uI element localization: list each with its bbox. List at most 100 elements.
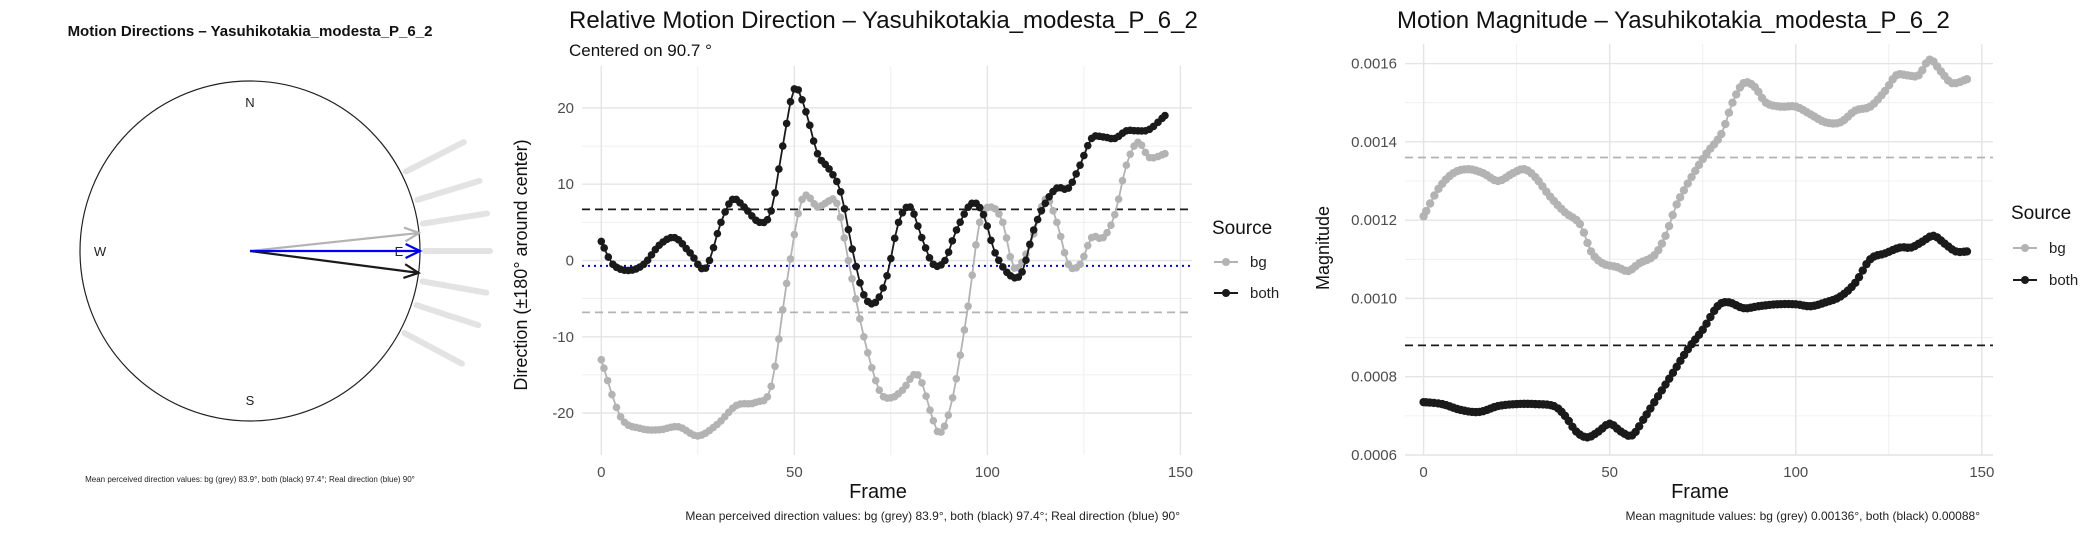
compass-label-n: N: [245, 95, 254, 110]
magnitude-point-bg: [1661, 231, 1670, 240]
direction-point-both: [721, 208, 729, 216]
direction-point-both: [856, 279, 864, 287]
direction-point-bg: [871, 376, 880, 385]
compass-faded-tick-5: [413, 302, 482, 329]
direction-point-both: [887, 254, 895, 263]
direction-point-both: [782, 119, 791, 128]
direction-point-both: [1045, 192, 1053, 201]
direction-point-bg: [918, 379, 926, 387]
direction-point-both: [775, 165, 783, 173]
direction-point-both: [786, 97, 795, 106]
direction-point-both: [906, 203, 914, 211]
direction-point-both: [999, 263, 1007, 271]
compass-faded-tick-6: [401, 330, 465, 367]
direction-point-both: [1041, 199, 1050, 208]
direction-y-ticks: -20 -10 0 10 20: [552, 100, 574, 422]
direction-point-both: [948, 237, 957, 245]
direction-y-tick-label: 0: [566, 253, 574, 270]
direction-point-bg: [972, 241, 980, 249]
magnitude-point-both: [1962, 247, 1972, 256]
direction-series: [597, 85, 1169, 440]
direction-point-both: [960, 210, 969, 218]
magnitude-point-bg: [1717, 129, 1726, 139]
magnitude-legend-both-label: both: [2049, 272, 2078, 289]
magnitude-point-bg: [1687, 172, 1696, 182]
direction-point-both: [836, 188, 845, 196]
magnitude-y-ticks: 0.0006 0.0008 0.0010 0.0012 0.0014 0.0016: [1351, 56, 1397, 464]
direction-x-axis-label: Frame: [849, 481, 907, 503]
compass-panel: Motion Directions – Yasuhikotakia_modest…: [68, 23, 493, 484]
direction-point-both: [1037, 206, 1046, 215]
direction-point-both: [1064, 184, 1073, 192]
direction-point-bg: [975, 218, 984, 227]
direction-point-both: [875, 293, 884, 301]
direction-point-both: [1022, 256, 1030, 265]
direction-point-both: [979, 210, 988, 219]
magnitude-point-bg: [1918, 66, 1927, 75]
compass-arrow-real: [250, 243, 423, 259]
direction-point-bg: [1080, 252, 1088, 261]
direction-point-bg: [999, 218, 1007, 227]
direction-legend-title: Source: [1212, 218, 1272, 239]
direction-point-both: [852, 262, 860, 271]
direction-legend-both-marker: [1222, 289, 1230, 297]
magnitude-y-axis-label: Magnitude: [1313, 206, 1333, 290]
magnitude-point-bg: [1657, 239, 1667, 248]
magnitude-point-both: [1702, 319, 1711, 328]
magnitude-point-bg: [1672, 200, 1681, 209]
magnitude-point-bg: [1583, 238, 1592, 248]
direction-point-both: [1083, 141, 1092, 150]
magnitude-series-bg: [1419, 55, 1972, 276]
direction-x-tick-label: 0: [597, 464, 605, 481]
direction-point-both: [944, 248, 953, 256]
direction-point-bg: [956, 351, 965, 359]
direction-point-both: [763, 215, 772, 224]
direction-point-bg: [952, 374, 961, 383]
magnitude-point-bg: [1728, 98, 1737, 107]
direction-point-both: [983, 222, 992, 230]
direction-point-bg: [1126, 150, 1135, 158]
direction-point-bg: [1137, 141, 1146, 150]
direction-point-bg: [1006, 253, 1015, 261]
direction-point-both: [647, 251, 656, 259]
direction-point-bg: [937, 428, 945, 436]
direction-x-tick-label: 100: [975, 464, 1000, 481]
magnitude-y-tick-label: 0.0016: [1351, 56, 1397, 73]
direction-y-tick-label: 20: [557, 100, 574, 117]
direction-point-both: [829, 170, 837, 179]
magnitude-legend-bg-label: bg: [2049, 240, 2066, 257]
direction-point-bg: [600, 364, 608, 372]
direction-point-bg: [763, 392, 772, 401]
direction-caption: Mean perceived direction values: bg (gre…: [685, 509, 1180, 523]
magnitude-point-bg: [1724, 108, 1734, 117]
magnitude-point-both: [1858, 266, 1867, 275]
direction-point-bg: [1110, 210, 1119, 219]
magnitude-legend: Source bg both: [2011, 203, 2078, 289]
direction-y-tick-label: 10: [557, 176, 574, 193]
direction-series-line-both: [600, 87, 1166, 305]
compass-arrow-both: [249, 249, 422, 279]
magnitude-point-both: [1854, 272, 1864, 282]
direction-point-bg: [1103, 228, 1111, 237]
direction-point-bg: [948, 393, 957, 402]
direction-point-both: [709, 243, 718, 252]
direction-point-both: [879, 284, 887, 292]
direction-point-both: [1072, 170, 1080, 178]
magnitude-point-bg: [1754, 87, 1763, 97]
direction-point-bg: [860, 332, 868, 341]
magnitude-point-bg: [1579, 228, 1589, 237]
direction-x-ticks: 0 50 100 150: [597, 464, 1193, 481]
direction-legend-bg-label: bg: [1250, 254, 1267, 271]
direction-point-both: [1161, 111, 1169, 120]
magnitude-x-tick-label: 100: [1783, 464, 1808, 481]
direction-point-bg: [875, 386, 884, 394]
direction-point-bg: [995, 210, 1003, 218]
magnitude-point-bg: [1668, 210, 1677, 220]
magnitude-title: Motion Magnitude – Yasuhikotakia_modesta…: [1397, 7, 1950, 34]
direction-point-both: [825, 165, 833, 173]
direction-point-both: [976, 203, 984, 212]
magnitude-x-ticks: 0 50 100 150: [1419, 464, 1994, 481]
direction-point-bg: [902, 381, 910, 390]
direction-point-bg: [1060, 248, 1069, 257]
direction-point-bg: [771, 362, 779, 371]
